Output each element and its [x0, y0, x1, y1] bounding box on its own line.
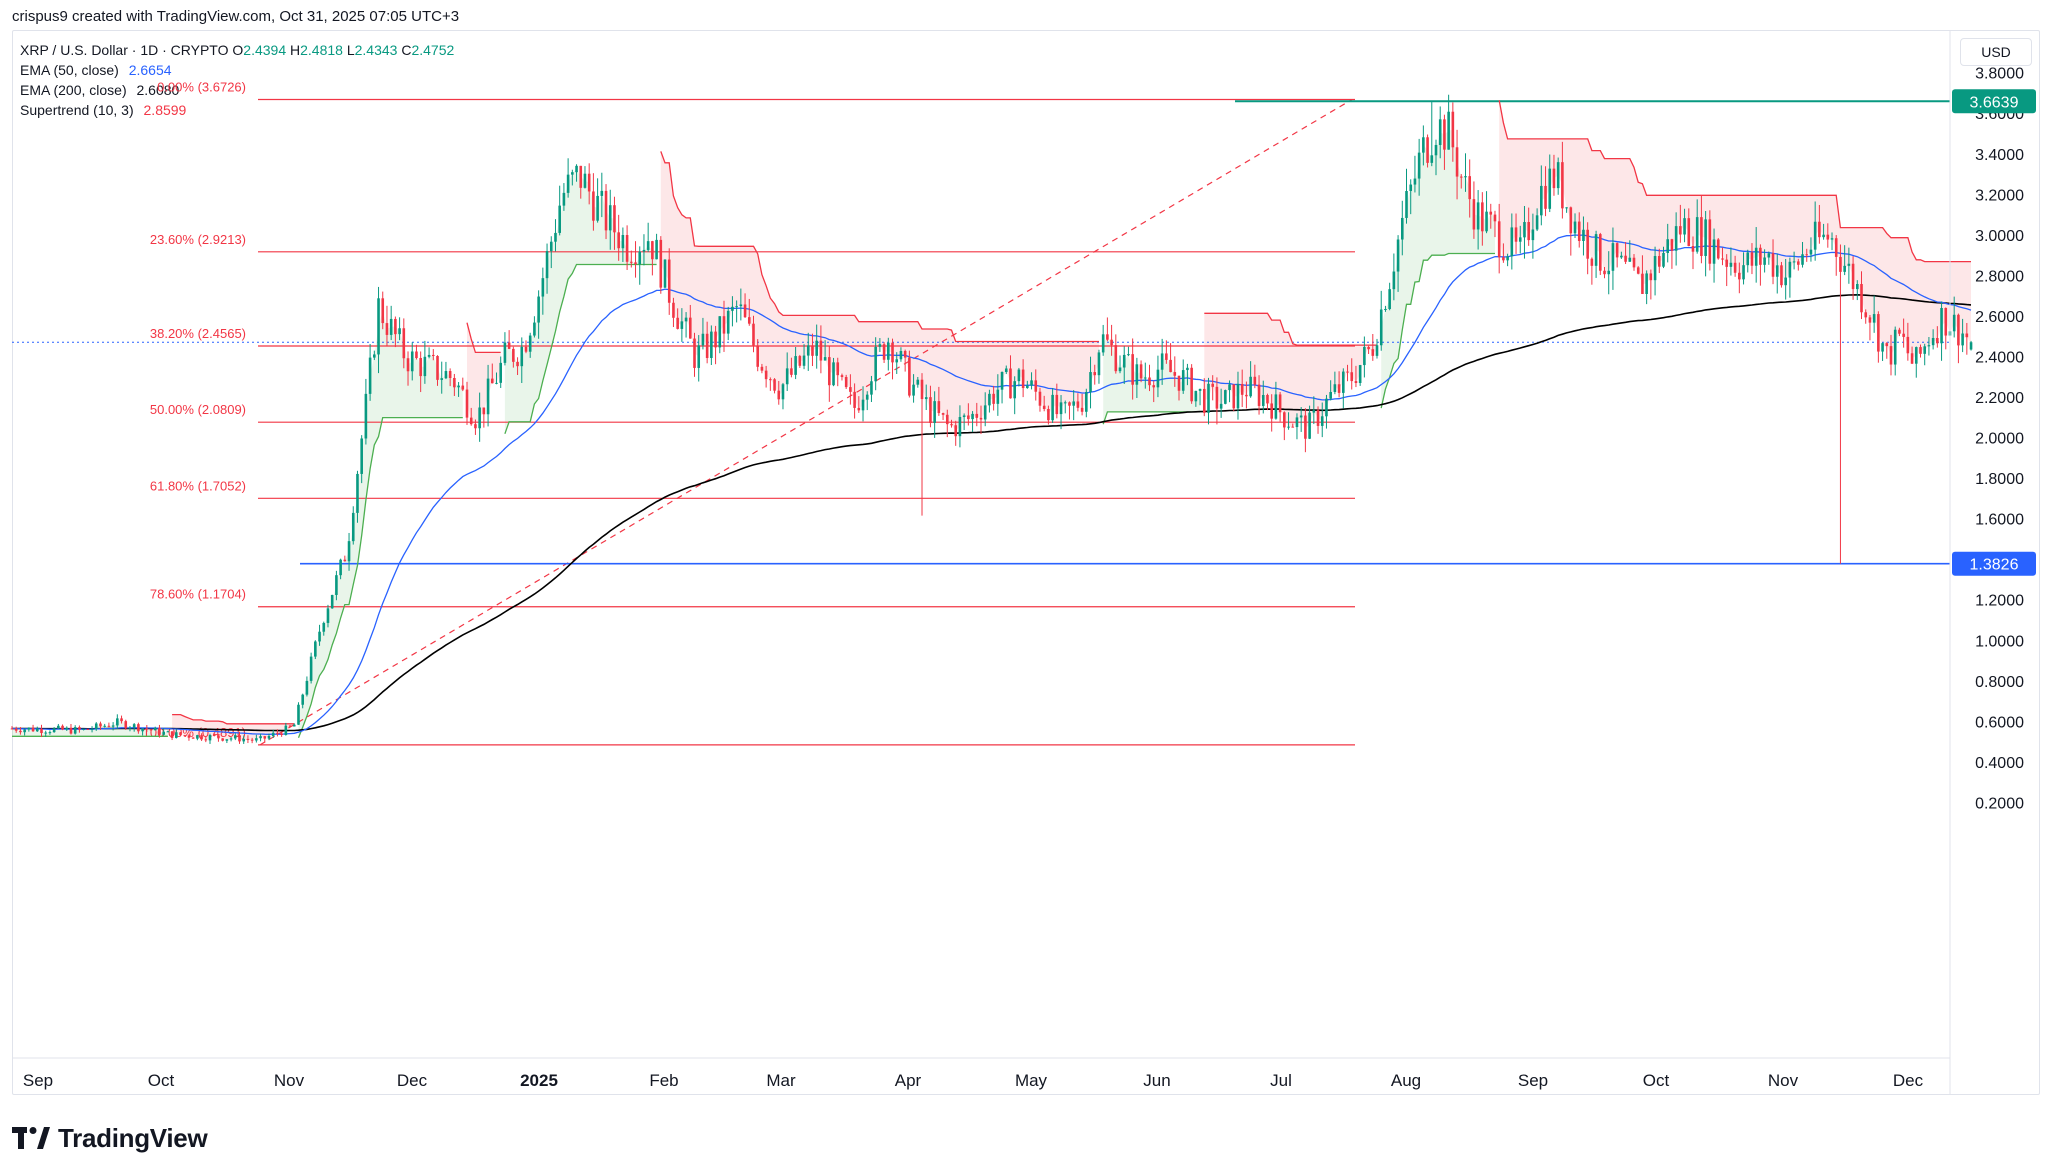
legend-ohlc-key: O — [232, 42, 244, 58]
legend-ohlc-key: C — [397, 42, 412, 58]
legend-ohlc-value: 2.4394 — [243, 42, 287, 58]
currency-button[interactable]: USD — [1960, 38, 2032, 66]
chart-legend: XRP / U.S. Dollar · 1D · CRYPTO O2.4394 … — [20, 40, 454, 120]
legend-ema200-label: EMA (200, close) — [20, 82, 127, 98]
tradingview-brand[interactable]: TradingView — [12, 1120, 208, 1156]
legend-ema200-value: 2.6080 — [136, 82, 180, 98]
chart-credit: crispus9 created with TradingView.com, O… — [12, 8, 460, 25]
legend-ema50-value: 2.6654 — [128, 62, 172, 78]
legend-supertrend-label: Supertrend (10, 3) — [20, 102, 134, 118]
legend-ohlc-value: 2.4818 — [300, 42, 343, 58]
chart-frame[interactable] — [12, 30, 2040, 1095]
tradingview-logo-icon — [12, 1127, 50, 1149]
legend-ohlc-key: L — [342, 42, 355, 58]
legend-supertrend-row[interactable]: Supertrend (10, 3) 2.8599 — [20, 100, 454, 120]
legend-symbol: XRP / U.S. Dollar · 1D · CRYPTO — [20, 42, 229, 58]
legend-ohlc-key: H — [286, 42, 301, 58]
legend-ema50-row[interactable]: EMA (50, close) 2.6654 — [20, 60, 454, 80]
legend-ohlc-value: 2.4752 — [411, 42, 455, 58]
brand-name: TradingView — [58, 1122, 208, 1153]
legend-symbol-row[interactable]: XRP / U.S. Dollar · 1D · CRYPTO O2.4394 … — [20, 40, 454, 60]
legend-ema200-row[interactable]: EMA (200, close) 2.6080 — [20, 80, 454, 100]
legend-ema50-label: EMA (50, close) — [20, 62, 119, 78]
legend-ohlc: O2.4394 H2.4818 L2.4343 C2.4752 — [232, 42, 454, 58]
legend-supertrend-value: 2.8599 — [143, 102, 187, 118]
legend-ohlc-value: 2.4343 — [354, 42, 398, 58]
